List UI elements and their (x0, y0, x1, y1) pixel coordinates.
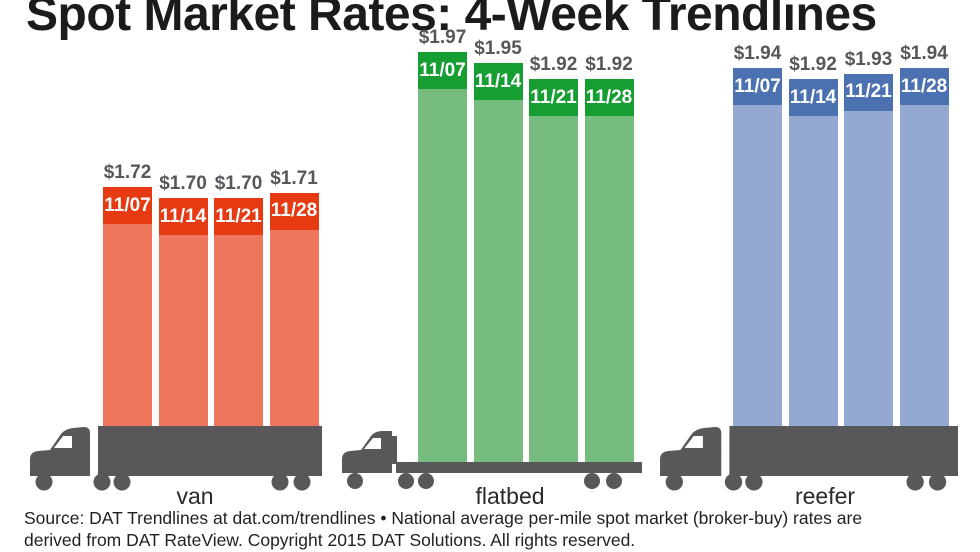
bar-van-11/21: 11/21 (214, 198, 263, 437)
bar-body (529, 116, 578, 468)
bar-body (844, 110, 893, 437)
bar-value-label: $1.94 (900, 43, 948, 65)
bar-body (269, 229, 319, 437)
bar-reefer-11/21: 11/21 (844, 73, 893, 437)
bar-date-label: 11/07 (103, 187, 152, 225)
bar-date-label: 11/28 (584, 79, 634, 117)
bar-value-label: $1.72 (103, 162, 152, 184)
bar-value-label: $1.94 (733, 43, 782, 65)
bar-date-label: 11/21 (214, 198, 263, 235)
bar-value-label: $1.92 (789, 54, 837, 76)
category-label-flatbed: flatbed (475, 483, 545, 509)
bar-body (899, 105, 949, 437)
bar-value-label: $1.97 (418, 27, 467, 49)
bar-value-label: $1.70 (159, 173, 207, 194)
bar-value-label: $1.92 (529, 54, 578, 76)
source-line-1: Source: DAT Trendlines at dat.com/trendl… (24, 508, 863, 528)
source-line-2: derived from DAT RateView. Copyright 201… (24, 529, 636, 550)
bar-value-label: $1.92 (585, 54, 633, 76)
bar-date-label: 11/14 (788, 79, 838, 117)
bar-date-label: 11/21 (844, 73, 893, 111)
bar-date-label: 11/07 (418, 52, 467, 90)
bar-flatbed-11/21: 11/21 (529, 79, 578, 468)
source-note: Source: DAT Trendlines at dat.com/trendl… (24, 508, 862, 551)
bar-reefer-11/07: 11/07 (733, 68, 782, 437)
bar-van-11/28: 11/28 (269, 192, 319, 437)
bar-van-11/07: 11/07 (103, 187, 152, 437)
bar-body (584, 116, 634, 468)
chart-title: Spot Market Rates: 4-Week Trendlines (26, 0, 877, 41)
bar-reefer-11/14: 11/14 (788, 79, 838, 437)
bar-flatbed-11/28: 11/28 (584, 79, 634, 468)
bar-date-label: 11/28 (269, 192, 319, 230)
bar-date-label: 11/07 (733, 68, 782, 106)
bar-body (473, 100, 523, 468)
bar-date-label: 11/21 (529, 79, 578, 117)
bar-value-label: $1.70 (214, 173, 263, 194)
bar-date-label: 11/28 (899, 68, 949, 106)
bar-flatbed-11/07: 11/07 (418, 52, 467, 468)
bar-body (788, 116, 838, 437)
bar-date-label: 11/14 (473, 63, 523, 100)
bar-date-label: 11/14 (158, 198, 208, 235)
bar-value-label: $1.95 (474, 38, 522, 59)
bar-body (418, 89, 467, 468)
category-label-van: van (176, 483, 214, 509)
reefer-truck-icon (658, 424, 958, 492)
bar-body (158, 235, 208, 437)
category-label-reefer: reefer (794, 483, 856, 509)
bar-reefer-11/28: 11/28 (899, 68, 949, 437)
bar-body (103, 224, 152, 437)
bar-body (733, 105, 782, 437)
bar-body (214, 235, 263, 437)
bar-flatbed-11/14: 11/14 (473, 63, 523, 468)
flatbed-truck-icon (340, 428, 642, 492)
van-truck-icon (28, 424, 322, 492)
bar-value-label: $1.71 (270, 167, 318, 189)
bar-van-11/14: 11/14 (158, 198, 208, 437)
bar-value-label: $1.93 (844, 48, 893, 70)
